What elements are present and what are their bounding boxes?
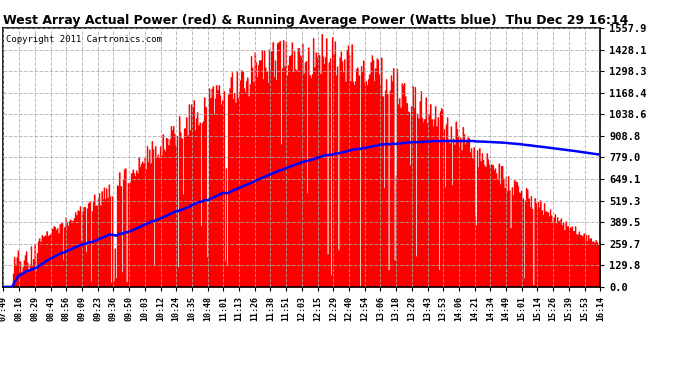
Text: West Array Actual Power (red) & Running Average Power (Watts blue)  Thu Dec 29 1: West Array Actual Power (red) & Running … xyxy=(3,14,629,27)
Text: Copyright 2011 Cartronics.com: Copyright 2011 Cartronics.com xyxy=(6,34,162,44)
